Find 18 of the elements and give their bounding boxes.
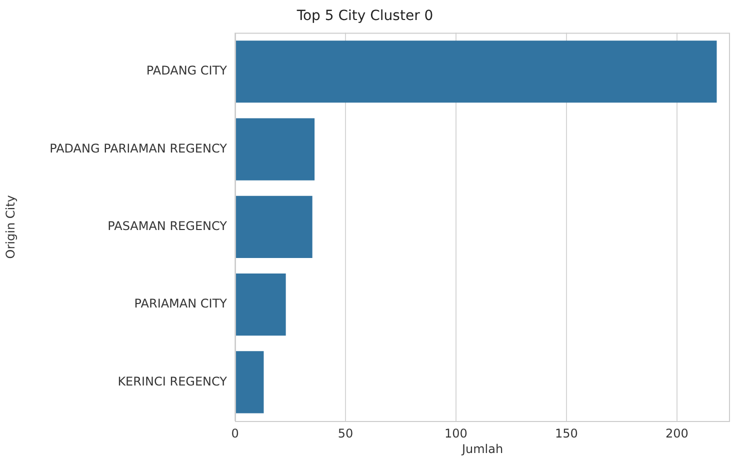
y-tick-label: PASAMAN REGENCY xyxy=(108,219,228,234)
x-tick-label: 200 xyxy=(666,426,688,440)
x-tick-label: 50 xyxy=(338,426,354,440)
bar xyxy=(236,40,717,103)
x-tick-label: 150 xyxy=(555,426,578,440)
chart-title: Top 5 City Cluster 0 xyxy=(296,8,434,24)
bar xyxy=(236,273,286,336)
bar xyxy=(236,118,315,180)
x-axis-title: Jumlah xyxy=(460,442,504,456)
y-axis-title: Origin City xyxy=(3,195,18,259)
y-tick-label: PARIAMAN CITY xyxy=(134,296,228,311)
bar xyxy=(236,196,312,258)
y-tick-label: PADANG CITY xyxy=(146,64,228,78)
y-tick-label: PADANG PARIAMAN REGENCY xyxy=(50,141,228,156)
x-tick-label: 0 xyxy=(231,426,239,440)
y-tick-label: KERINCI REGENCY xyxy=(118,374,228,388)
x-tick-label: 100 xyxy=(444,426,468,440)
bar xyxy=(236,351,264,414)
